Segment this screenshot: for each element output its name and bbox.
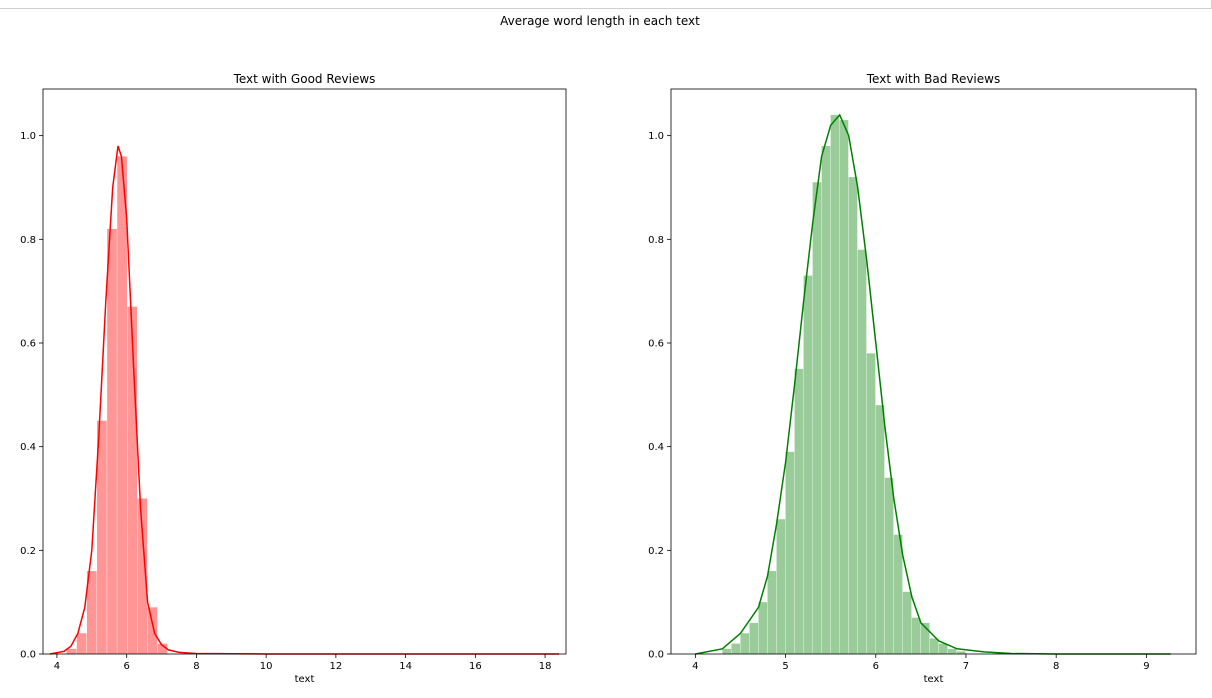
x-tick-label: 12: [330, 661, 343, 672]
axes-frame: [42, 88, 567, 655]
hist-bar: [758, 602, 768, 654]
hist-bar: [821, 146, 831, 654]
x-tick-label: 6: [123, 661, 129, 672]
hist-bar: [107, 228, 117, 654]
x-tick-label: 6: [873, 661, 879, 672]
x-tick-label: 16: [469, 661, 482, 672]
y-tick-label: 0.6: [648, 338, 664, 349]
hist-bar: [722, 648, 732, 654]
y-tick-label: 0.2: [648, 546, 664, 557]
hist-bar: [803, 275, 813, 654]
hist-bar: [97, 420, 107, 654]
hist-bar: [929, 638, 939, 654]
hist-bar: [938, 643, 948, 654]
hist-bar: [785, 451, 795, 654]
x-tick-label: 7: [963, 661, 969, 672]
y-tick-label: 0.4: [648, 442, 664, 453]
axes-frame: [670, 88, 1197, 655]
hist-bar: [830, 114, 840, 655]
x-axis-label: text: [295, 674, 315, 685]
x-tick-label: 10: [260, 661, 273, 672]
hist-bar: [947, 648, 957, 654]
hist-bar: [920, 622, 930, 654]
hist-bar: [902, 591, 912, 654]
hist-bar: [893, 534, 903, 654]
x-tick-label: 4: [692, 661, 698, 672]
hist-bar: [147, 607, 158, 654]
x-tick-label: 18: [539, 661, 552, 672]
figure-suptitle: Average word length in each text: [500, 14, 700, 28]
y-tick-label: 0.8: [20, 235, 36, 246]
y-tick-label: 0.8: [648, 235, 664, 246]
y-tick-label: 0.4: [20, 442, 36, 453]
x-tick-label: 8: [193, 661, 199, 672]
y-tick-label: 0.6: [20, 338, 36, 349]
x-tick-label: 14: [399, 661, 412, 672]
hist-bar: [731, 643, 741, 654]
hist-bar: [740, 633, 750, 654]
subplot-title: Text with Good Reviews: [233, 72, 376, 86]
hist-bar: [66, 648, 77, 654]
hist-bar: [911, 617, 921, 654]
y-tick-label: 0.0: [648, 650, 664, 661]
hist-bar: [117, 156, 127, 654]
x-tick-label: 8: [1053, 661, 1059, 672]
hist-bar: [794, 368, 804, 654]
subplot-2: 4 5 6 7 8 9 0.0 0.2 0.4 0.6 0.8 1.0 Text with Bad Re…: [648, 72, 1197, 685]
x-axis-label: text: [924, 674, 944, 685]
hist-bar: [812, 182, 822, 655]
hist-bar: [157, 643, 168, 654]
x-tick-label: 9: [1143, 661, 1149, 672]
subplot-1: 4 6 8 10 12 14 16 18 0.0 0.2 0.4 0.6 0.8 1.0 Text with…: [20, 72, 567, 685]
hist-bar: [857, 249, 867, 654]
y-tick-label: 1.0: [20, 131, 36, 142]
hist-bar: [875, 405, 885, 654]
hist-bar: [749, 622, 759, 654]
hist-bar: [776, 519, 786, 654]
hist-bar: [956, 651, 966, 654]
y-tick-label: 1.0: [648, 131, 664, 142]
hist-bar: [767, 571, 777, 654]
hist-bar: [137, 498, 148, 654]
subplot-title: Text with Bad Reviews: [866, 72, 1000, 86]
kde-line: [49, 145, 559, 655]
hist-bar: [76, 633, 87, 654]
hist-bar: [884, 477, 894, 654]
hist-bar: [86, 571, 97, 654]
hist-bar: [848, 177, 858, 654]
hist-bar: [866, 353, 876, 654]
x-tick-label: 5: [782, 661, 788, 672]
hist-bar: [839, 120, 849, 655]
x-tick-label: 4: [54, 661, 60, 672]
y-tick-label: 0.2: [20, 546, 36, 557]
kde-line: [695, 113, 1171, 655]
hist-bar: [127, 306, 138, 654]
y-tick-label: 0.0: [20, 650, 36, 661]
